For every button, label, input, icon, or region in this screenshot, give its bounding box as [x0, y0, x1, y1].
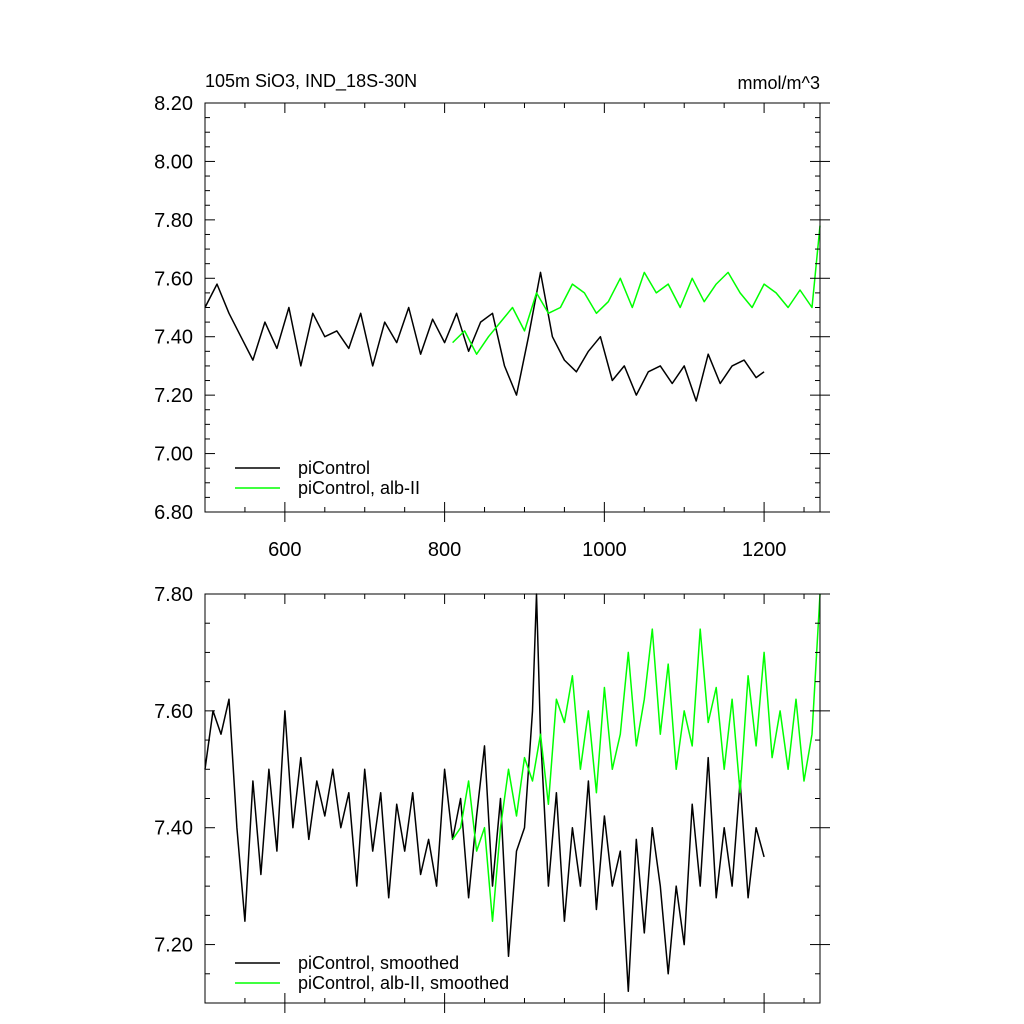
x-tick-label: 1200: [742, 539, 787, 561]
y-tick-label: 8.00: [154, 151, 193, 173]
chart-panel-top: 600 800 1000 1200 6.80 7.00 7.20 7.40 7.60 7.80 8.…: [154, 71, 830, 561]
series-line-1: [204, 593, 765, 993]
units-label: mmol/m^3: [738, 73, 820, 93]
series-line-2: [451, 593, 821, 922]
legend-label: piControl: [298, 458, 370, 478]
y-tick-label: 7.40: [154, 818, 193, 840]
series-line-1: [204, 271, 765, 402]
x-tick-label: 600: [268, 539, 301, 561]
y-tick-label: 6.80: [154, 502, 193, 524]
chart-title: 105m SiO3, IND_18S-30N: [205, 71, 417, 92]
y-tick-label: 7.60: [154, 701, 193, 723]
legend-label: piControl, alb-II, smoothed: [298, 973, 509, 993]
x-tick-label: 800: [428, 539, 461, 561]
y-tick-label: 7.60: [154, 268, 193, 290]
legend-label: piControl, smoothed: [298, 953, 459, 973]
y-tick-label: 7.40: [154, 327, 193, 349]
x-tick-label: 1000: [582, 539, 627, 561]
y-tick-label: 7.80: [154, 584, 193, 606]
y-tick-label: 7.00: [154, 444, 193, 466]
y-tick-label: 7.20: [154, 935, 193, 957]
y-tick-label: 8.20: [154, 93, 193, 115]
chart-panel-bottom: 7.20 7.40 7.60 7.80 piControl, smoothedpiCon…: [154, 584, 830, 1013]
plot-frame: [204, 593, 821, 1004]
legend-label: piControl, alb-II: [298, 478, 420, 498]
series-line-2: [452, 225, 821, 355]
y-tick-label: 7.80: [154, 210, 193, 232]
y-tick-label: 7.20: [154, 385, 193, 407]
